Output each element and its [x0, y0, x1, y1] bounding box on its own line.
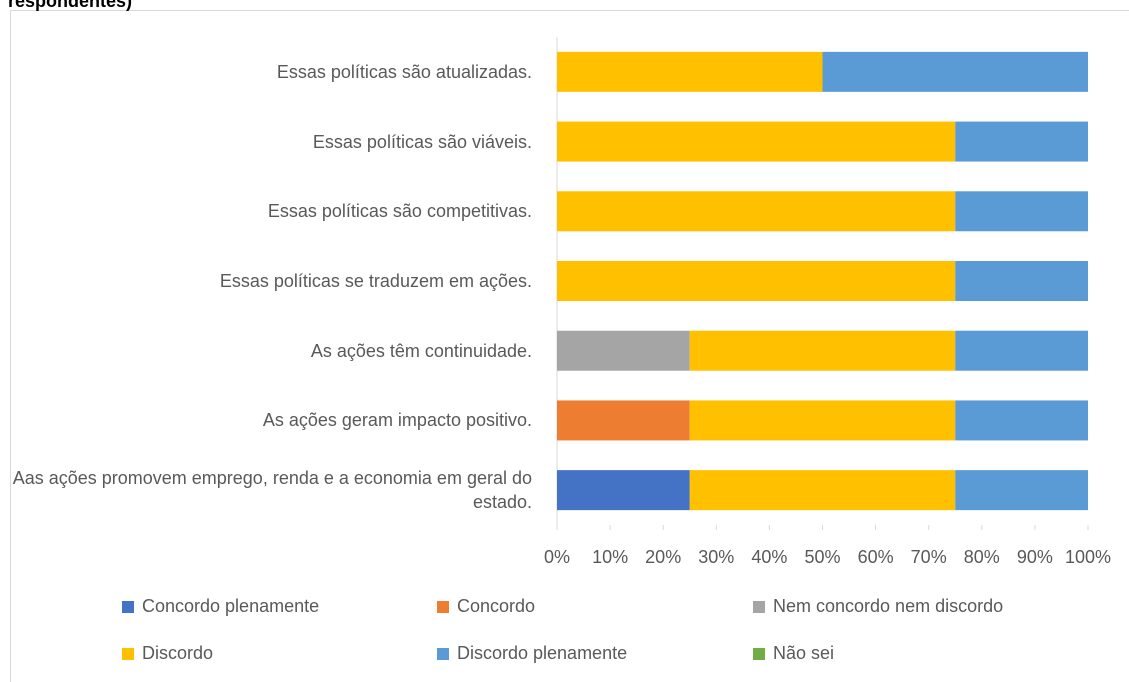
bar-segment [557, 191, 956, 232]
legend-label: Concordo plenamente [142, 596, 319, 616]
bar-segment [557, 121, 956, 162]
x-tick-label: 10% [592, 547, 628, 567]
y-tick-label: Essas políticas são competitivas. [267, 201, 532, 222]
legend-swatch [122, 648, 134, 660]
bar-segment [557, 400, 690, 441]
legend-swatch [437, 601, 449, 613]
bar-segment [689, 400, 956, 441]
x-tick-label: 20% [645, 547, 681, 567]
bar-segment [955, 400, 1088, 441]
bar-segment [955, 121, 1088, 162]
legend-swatch [753, 601, 765, 613]
legend-label: Discordo [142, 643, 213, 663]
y-tick-label: Essas políticas se traduzem em ações. [219, 271, 532, 291]
bar-segment [955, 261, 1088, 301]
x-tick-label: 70% [911, 547, 947, 567]
legend-label: Não sei [773, 643, 834, 663]
legend-swatch [122, 601, 134, 613]
y-tick-label: As ações têm continuidade. [310, 340, 532, 361]
bar-segment [822, 51, 1088, 92]
legend-swatch [437, 648, 449, 660]
y-tick-label: Aas ações promovem emprego, renda e a ec… [12, 468, 532, 513]
x-tick-label: 40% [751, 547, 787, 567]
x-tick-label: 0% [544, 547, 570, 567]
bar-segment [557, 470, 690, 511]
legend-swatch [753, 648, 765, 660]
bar-segment [955, 470, 1088, 511]
x-tick-label: 50% [804, 547, 840, 567]
x-tick-label: 90% [1017, 547, 1053, 567]
y-tick-label: As ações geram impacto positivo. [262, 410, 532, 431]
bar-segment [955, 330, 1088, 371]
chart-title: respondentes) [8, 0, 132, 11]
legend-label: Concordo [457, 596, 535, 616]
bar-segment [557, 51, 823, 92]
y-tick-label: Essas políticas são atualizadas. [276, 61, 532, 82]
legend-label: Discordo plenamente [457, 643, 627, 663]
bar-segment [689, 330, 956, 371]
x-tick-label: 80% [964, 547, 1000, 567]
legend-label: Nem concordo nem discordo [773, 596, 1003, 616]
x-tick-label: 30% [698, 547, 734, 567]
chart-frame [10, 10, 1129, 682]
bar-segment [557, 261, 956, 301]
bar-segment [557, 330, 690, 371]
y-tick-label: Essas políticas são viáveis. [312, 131, 532, 152]
bar-segment [689, 470, 956, 511]
bar-segment [955, 191, 1088, 232]
x-tick-label: 60% [858, 547, 894, 567]
x-tick-label: 100% [1065, 547, 1111, 567]
